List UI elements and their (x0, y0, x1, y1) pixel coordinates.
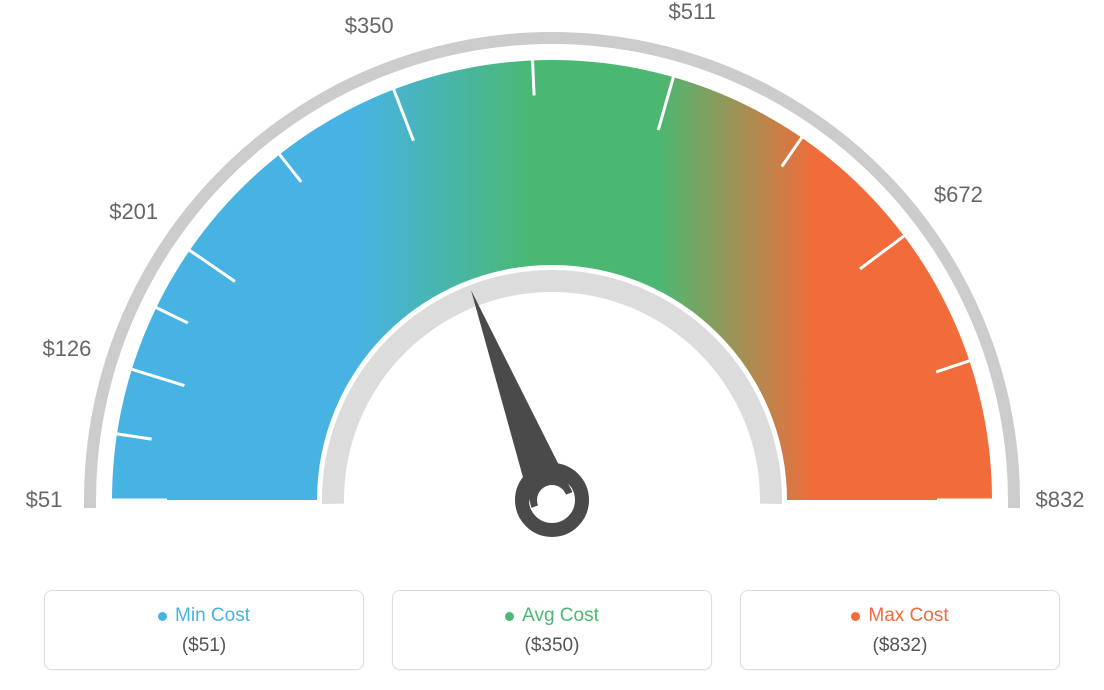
gauge-tick-label: $672 (934, 182, 983, 208)
legend-row: Min Cost ($51) Avg Cost ($350) Max Cost … (0, 590, 1104, 670)
gauge-svg (0, 0, 1104, 560)
legend-card-max: Max Cost ($832) (740, 590, 1060, 670)
legend-title-max: Max Cost (851, 605, 948, 627)
legend-label-avg: Avg Cost (522, 605, 599, 627)
legend-dot-avg (505, 612, 514, 621)
gauge-tick-label: $126 (42, 336, 91, 362)
legend-label-max: Max Cost (868, 605, 948, 627)
gauge-tick-label: $51 (26, 487, 63, 513)
legend-value-avg: ($350) (403, 635, 701, 657)
legend-dot-min (158, 612, 167, 621)
legend-value-max: ($832) (751, 635, 1049, 657)
chart-container: $51 $126 $201 $350 $511 $672 $832 Min Cost ($5… (0, 0, 1104, 690)
gauge-area: $51 $126 $201 $350 $511 $672 $832 (0, 0, 1104, 560)
legend-label-min: Min Cost (175, 605, 250, 627)
gauge-tick-label: $511 (669, 0, 716, 25)
legend-card-avg: Avg Cost ($350) (392, 590, 712, 670)
gauge-tick-label: $832 (1036, 487, 1085, 513)
legend-value-min: ($51) (55, 635, 353, 657)
legend-card-min: Min Cost ($51) (44, 590, 364, 670)
legend-title-min: Min Cost (158, 605, 250, 627)
legend-dot-max (851, 612, 860, 621)
legend-title-avg: Avg Cost (505, 605, 599, 627)
gauge-tick-label: $350 (345, 13, 394, 39)
gauge-tick-label: $201 (109, 199, 158, 225)
